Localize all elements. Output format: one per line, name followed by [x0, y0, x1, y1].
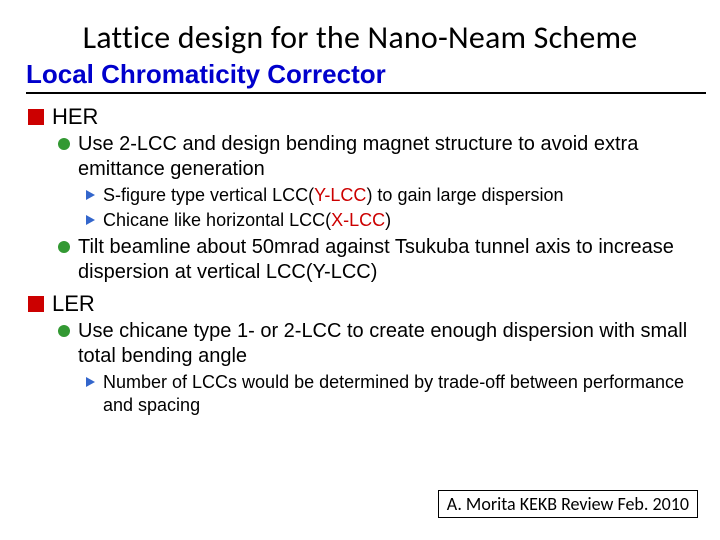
her-sub-0-1: Chicane like horizontal LCC(X-LCC)	[103, 209, 391, 232]
highlight-xlcc: X-LCC	[331, 210, 385, 230]
list-item: Use 2-LCC and design bending magnet stru…	[58, 132, 692, 231]
text-post: )	[385, 210, 391, 230]
list-item: Chicane like horizontal LCC(X-LCC)	[86, 209, 692, 232]
page-title: Lattice design for the Nano-Neam Scheme	[28, 18, 692, 57]
her-items: Use 2-LCC and design bending magnet stru…	[58, 132, 692, 285]
square-bullet-icon	[28, 109, 44, 125]
her-sub-0-0: S-figure type vertical LCC(Y-LCC) to gai…	[103, 184, 564, 207]
list-item: Tilt beamline about 50mrad against Tsuku…	[58, 235, 692, 285]
circle-bullet-icon	[58, 325, 70, 337]
credit-box: A. Morita KEKB Review Feb. 2010	[438, 490, 698, 518]
ler-subitems-0: Number of LCCs would be determined by tr…	[86, 371, 692, 416]
list-item: Number of LCCs would be determined by tr…	[86, 371, 692, 416]
text-post: ) to gain large dispersion	[366, 185, 563, 205]
ler-items: Use chicane type 1- or 2-LCC to create e…	[58, 319, 692, 416]
circle-bullet-icon	[58, 138, 70, 150]
triangle-bullet-icon	[86, 190, 95, 200]
her-label: HER	[52, 104, 98, 130]
ler-section: LER Use chicane type 1- or 2-LCC to crea…	[28, 291, 692, 416]
text-pre: S-figure type vertical LCC(	[103, 185, 314, 205]
text-pre: Chicane like horizontal LCC(	[103, 210, 331, 230]
her-section: HER Use 2-LCC and design bending magnet …	[28, 104, 692, 285]
list-item: S-figure type vertical LCC(Y-LCC) to gai…	[86, 184, 692, 207]
ler-item-0: Use chicane type 1- or 2-LCC to create e…	[78, 319, 692, 369]
her-subitems-0: S-figure type vertical LCC(Y-LCC) to gai…	[86, 184, 692, 231]
triangle-bullet-icon	[86, 377, 95, 387]
ler-sub-0-0: Number of LCCs would be determined by tr…	[103, 371, 692, 416]
triangle-bullet-icon	[86, 215, 95, 225]
bullet-list: HER Use 2-LCC and design bending magnet …	[28, 104, 692, 416]
slide: Lattice design for the Nano-Neam Scheme …	[0, 0, 720, 540]
highlight-ylcc: Y-LCC	[314, 185, 366, 205]
her-item-0: Use 2-LCC and design bending magnet stru…	[78, 132, 692, 182]
divider	[26, 92, 706, 94]
list-item: Use chicane type 1- or 2-LCC to create e…	[58, 319, 692, 416]
text-pre: Number of LCCs would be determined by tr…	[103, 372, 684, 415]
square-bullet-icon	[28, 296, 44, 312]
her-item-1: Tilt beamline about 50mrad against Tsuku…	[78, 235, 692, 285]
ler-label: LER	[52, 291, 95, 317]
section-title: Local Chromaticity Corrector	[26, 59, 692, 90]
circle-bullet-icon	[58, 241, 70, 253]
